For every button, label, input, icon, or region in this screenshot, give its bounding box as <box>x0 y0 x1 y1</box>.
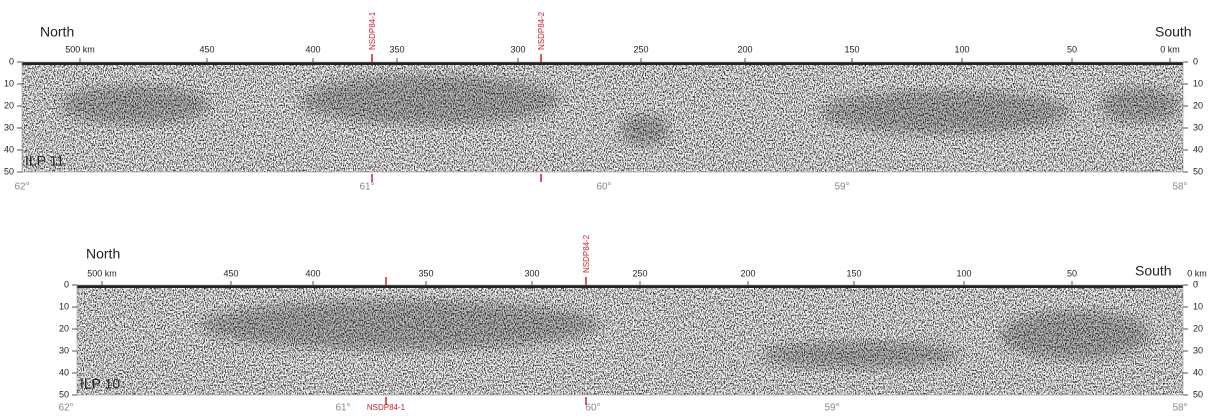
depth-tick-label: 20 <box>59 323 69 333</box>
km-tick-label: 250 <box>632 268 647 278</box>
depth-tick-label: 20 <box>1193 323 1203 333</box>
well-label: NSDP84-1 <box>367 403 406 412</box>
depth-tick-label: 50 <box>4 166 14 176</box>
km-tick-label: 150 <box>844 44 859 54</box>
well-label: NSDP84-2 <box>582 234 591 273</box>
km-tick-label: 300 <box>524 268 539 278</box>
latitude-label: 61° <box>335 403 350 414</box>
depth-tick-label: 0 <box>64 279 69 289</box>
km-tick-label: 100 <box>954 44 969 54</box>
km-tick-label: 250 <box>633 44 648 54</box>
depth-tick-label: 0 <box>1193 56 1198 66</box>
depth-tick-label: 40 <box>4 144 14 154</box>
seismic-texture <box>77 285 1183 395</box>
km-tick-label: 50 <box>1067 44 1077 54</box>
section-frame <box>76 284 1184 396</box>
latitude-label: 59° <box>834 182 849 193</box>
km-tick-label: 100 <box>956 268 971 278</box>
depth-tick-label: 50 <box>1193 389 1203 399</box>
km-tick-label: 150 <box>846 268 861 278</box>
latitude-label: 59° <box>824 403 839 414</box>
depth-tick-label: 30 <box>4 122 14 132</box>
km-tick-label: 500 km <box>87 268 117 278</box>
km-tick-label: 350 <box>389 44 404 54</box>
km-tick-label: 50 <box>1067 268 1077 278</box>
depth-tick-label: 40 <box>59 367 69 377</box>
north-label: North <box>86 246 120 262</box>
north-label: North <box>40 24 74 40</box>
depth-tick-label: 40 <box>1193 144 1203 154</box>
south-label: South <box>1155 24 1192 40</box>
km-tick-label: 450 <box>223 268 238 278</box>
depth-tick-label: 0 <box>9 56 14 66</box>
depth-tick-label: 50 <box>59 389 69 399</box>
line-label: ILP 11 <box>25 153 64 169</box>
depth-tick-label: 20 <box>4 100 14 110</box>
km-tick-label: 400 <box>305 44 320 54</box>
km-tick-label: 0 km <box>1160 44 1180 54</box>
latitude-label: 62° <box>14 182 29 193</box>
depth-tick-label: 40 <box>1193 367 1203 377</box>
latitude-label: 60° <box>585 403 600 414</box>
km-tick-label: 500 km <box>65 44 95 54</box>
line-label: ILP 10 <box>80 376 120 392</box>
depth-tick-label: 30 <box>1193 122 1203 132</box>
latitude-label: 61° <box>359 182 374 193</box>
latitude-label: 62° <box>58 403 73 414</box>
depth-tick-label: 10 <box>1193 301 1203 311</box>
depth-tick-label: 10 <box>1193 78 1203 88</box>
depth-tick-label: 30 <box>1193 345 1203 355</box>
km-tick-label: 200 <box>737 44 752 54</box>
seafloor <box>22 62 1183 65</box>
depth-tick-label: 20 <box>1193 100 1203 110</box>
km-tick-label: 0 km <box>1187 268 1207 278</box>
km-tick-label: 300 <box>510 44 525 54</box>
seafloor <box>77 285 1183 288</box>
depth-tick-label: 50 <box>1193 166 1203 176</box>
latitude-label: 60° <box>596 182 611 193</box>
well-label: NSDP84-1 <box>368 11 377 50</box>
south-label: South <box>1135 263 1172 279</box>
km-tick-label: 350 <box>418 268 433 278</box>
depth-tick-label: 30 <box>59 345 69 355</box>
depth-tick-label: 0 <box>1193 279 1198 289</box>
km-tick-label: 450 <box>199 44 214 54</box>
depth-tick-label: 10 <box>59 301 69 311</box>
section-frame <box>21 61 1184 173</box>
km-tick-label: 200 <box>740 268 755 278</box>
depth-tick-label: 10 <box>4 78 14 88</box>
well-label: NSDP84-2 <box>537 11 546 50</box>
seismic-texture <box>22 62 1183 172</box>
km-tick-label: 400 <box>305 268 320 278</box>
latitude-label: 58° <box>1172 182 1187 193</box>
latitude-label: 58° <box>1172 403 1187 414</box>
